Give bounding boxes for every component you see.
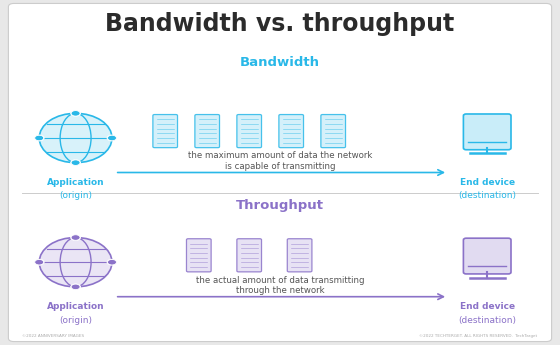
FancyBboxPatch shape: [237, 239, 262, 272]
FancyBboxPatch shape: [321, 115, 346, 148]
Text: Bandwidth vs. throughput: Bandwidth vs. throughput: [105, 12, 455, 36]
Circle shape: [106, 135, 118, 141]
Text: ©2022 ANNIVERSARY IMAGES: ©2022 ANNIVERSARY IMAGES: [22, 334, 85, 338]
Text: (origin): (origin): [59, 191, 92, 200]
Circle shape: [70, 110, 81, 117]
Circle shape: [35, 259, 44, 265]
Circle shape: [108, 259, 116, 265]
FancyBboxPatch shape: [8, 3, 552, 342]
Circle shape: [70, 284, 81, 290]
Text: End device: End device: [460, 178, 515, 187]
Text: Application: Application: [47, 302, 104, 311]
FancyBboxPatch shape: [186, 239, 211, 272]
Circle shape: [108, 135, 116, 141]
FancyBboxPatch shape: [195, 115, 220, 148]
Text: the maximum amount of data the network
is capable of transmitting: the maximum amount of data the network i…: [188, 151, 372, 171]
FancyBboxPatch shape: [279, 115, 304, 148]
Text: (origin): (origin): [59, 316, 92, 325]
Text: (destination): (destination): [458, 191, 516, 200]
Text: (destination): (destination): [458, 316, 516, 325]
Circle shape: [71, 160, 80, 166]
Text: the actual amount of data transmitting
through the network: the actual amount of data transmitting t…: [196, 276, 364, 295]
Text: End device: End device: [460, 302, 515, 311]
FancyBboxPatch shape: [287, 239, 312, 272]
Circle shape: [71, 284, 80, 290]
Text: ©2022 TECHTERGET. ALL RIGHTS RESERVED.  TechTarget: ©2022 TECHTERGET. ALL RIGHTS RESERVED. T…: [419, 334, 538, 338]
FancyBboxPatch shape: [464, 238, 511, 274]
Circle shape: [71, 110, 80, 116]
Text: Bandwidth: Bandwidth: [240, 56, 320, 69]
FancyBboxPatch shape: [464, 114, 511, 150]
Text: Throughput: Throughput: [236, 199, 324, 212]
Circle shape: [34, 259, 45, 266]
Circle shape: [70, 159, 81, 166]
Ellipse shape: [39, 113, 112, 163]
Circle shape: [35, 135, 44, 141]
Circle shape: [70, 234, 81, 241]
Circle shape: [71, 235, 80, 240]
Ellipse shape: [39, 237, 112, 287]
Text: Application: Application: [47, 178, 104, 187]
Circle shape: [34, 135, 45, 141]
Circle shape: [106, 259, 118, 266]
FancyBboxPatch shape: [237, 115, 262, 148]
FancyBboxPatch shape: [153, 115, 178, 148]
